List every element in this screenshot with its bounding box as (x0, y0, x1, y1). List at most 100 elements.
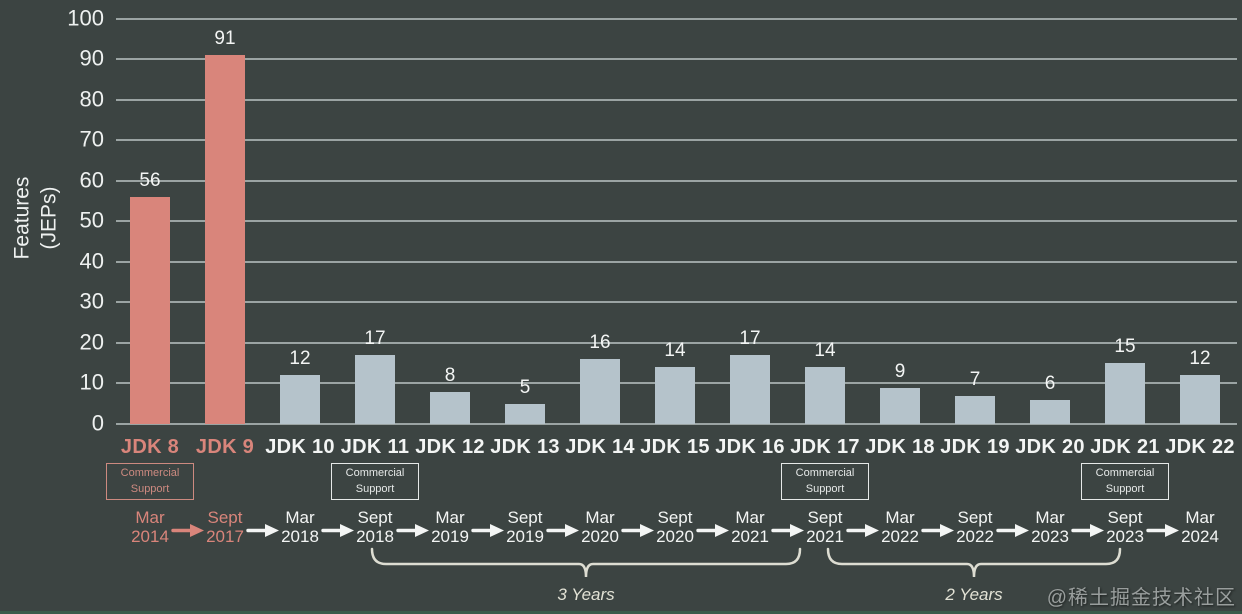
timeline-date: Sept 2022 (956, 508, 994, 546)
timeline-year: 2021 (731, 527, 769, 547)
timeline-year: 2019 (506, 527, 544, 547)
bar-value-label: 12 (289, 348, 311, 370)
bar-value-label: 17 (739, 328, 761, 350)
bar (130, 196, 170, 424)
bar-value-label: 91 (214, 27, 236, 49)
bar-value-label: 15 (1114, 336, 1136, 358)
timeline-date: Mar 2014 (131, 508, 169, 546)
span-duration-label: 3 Years (557, 585, 615, 604)
bar (1105, 363, 1145, 424)
y-axis-title-line: (JEPs) (38, 186, 61, 250)
timeline-year: 2023 (1106, 527, 1144, 547)
timeline-year: 2024 (1181, 527, 1219, 547)
gridline (116, 179, 1237, 182)
bar (280, 375, 320, 424)
timeline-date: Mar 2024 (1181, 508, 1219, 546)
y-tick-label: 90 (79, 45, 104, 71)
bar (580, 359, 620, 424)
category-label: JDK 17 (790, 436, 860, 458)
timeline-date: Sept 2021 (806, 508, 844, 546)
timeline-arrow-icon (920, 522, 955, 544)
timeline-year: 2022 (881, 527, 919, 547)
commercial-support-label-line: Support (355, 482, 395, 495)
span-brace (370, 547, 802, 578)
timeline-date: Sept 2018 (356, 508, 394, 546)
timeline-arrow-icon (470, 522, 505, 544)
category-label: JDK 19 (940, 436, 1010, 458)
timeline-month: Mar (885, 508, 915, 527)
category-label: JDK 8 (120, 436, 180, 458)
bar (505, 403, 545, 424)
bar (430, 391, 470, 424)
bar (355, 355, 395, 424)
timeline-arrow-icon (320, 522, 355, 544)
category-label: JDK 13 (490, 436, 560, 458)
bar (880, 387, 920, 424)
commercial-support-label-line: Commercial (1095, 467, 1155, 480)
gridline (116, 58, 1237, 61)
y-tick-label: 100 (67, 4, 104, 30)
gridline (116, 139, 1237, 142)
category-label: JDK 15 (640, 436, 710, 458)
y-tick-label: 60 (79, 167, 104, 193)
category-label: JDK 18 (865, 436, 935, 458)
timeline-year: 2014 (131, 527, 169, 547)
bar (730, 355, 770, 424)
gridline (116, 260, 1237, 263)
timeline-month: Sept (657, 508, 693, 527)
timeline-arrow-icon (395, 522, 430, 544)
commercial-support-box: Commercial Support (106, 463, 194, 500)
y-axis-title-line: Features (10, 176, 34, 260)
timeline-arrow-icon (695, 522, 730, 544)
category-label: JDK 9 (195, 436, 255, 458)
gridline (116, 220, 1237, 223)
bar-value-label: 8 (444, 364, 456, 386)
commercial-support-label-line: Commercial (345, 467, 405, 480)
timeline-month: Mar (135, 508, 165, 527)
commercial-support-label-line: Commercial (120, 467, 180, 480)
span-duration-label: 2 Years (945, 585, 1003, 604)
timeline-date: Mar 2018 (281, 508, 319, 546)
y-tick-label: 80 (79, 86, 104, 112)
timeline-month: Sept (207, 508, 243, 527)
timeline-month: Sept (957, 508, 993, 527)
timeline-arrow-icon (845, 522, 880, 544)
bar-value-label: 5 (519, 376, 531, 398)
timeline-year: 2020 (581, 527, 619, 547)
timeline-month: Sept (357, 508, 393, 527)
timeline-arrow-icon (1070, 522, 1105, 544)
timeline-date: Mar 2022 (881, 508, 919, 546)
timeline-year: 2022 (956, 527, 994, 547)
bar-value-label: 12 (1189, 348, 1211, 370)
y-tick-label: 0 (91, 410, 104, 436)
timeline-date: Sept 2023 (1106, 508, 1144, 546)
commercial-support-box: Commercial Support (331, 463, 419, 500)
y-tick-label: 50 (79, 207, 104, 233)
gridline (116, 98, 1237, 101)
timeline-arrow-icon (770, 522, 805, 544)
timeline-arrow-icon (1145, 522, 1180, 544)
category-label: JDK 16 (715, 436, 785, 458)
bar (955, 395, 995, 424)
commercial-support-label-line: Support (130, 482, 170, 495)
timeline-year: 2019 (431, 527, 469, 547)
timeline-year: 2018 (356, 527, 394, 547)
bar (1180, 375, 1220, 424)
timeline-date: Mar 2023 (1031, 508, 1069, 546)
timeline-month: Mar (735, 508, 765, 527)
gridline (116, 17, 1237, 20)
span-brace (826, 547, 1122, 578)
category-label: JDK 14 (565, 436, 635, 458)
timeline-arrow-icon (620, 522, 655, 544)
timeline-year: 2020 (656, 527, 694, 547)
timeline-date: Mar 2019 (431, 508, 469, 546)
bottom-strip (0, 611, 1242, 614)
timeline-date: Sept 2017 (206, 508, 244, 546)
y-tick-label: 40 (79, 248, 104, 274)
timeline-date: Sept 2020 (656, 508, 694, 546)
gridline (116, 301, 1237, 304)
timeline-date: Sept 2019 (506, 508, 544, 546)
timeline-month: Sept (807, 508, 843, 527)
timeline-year: 2021 (806, 527, 844, 547)
